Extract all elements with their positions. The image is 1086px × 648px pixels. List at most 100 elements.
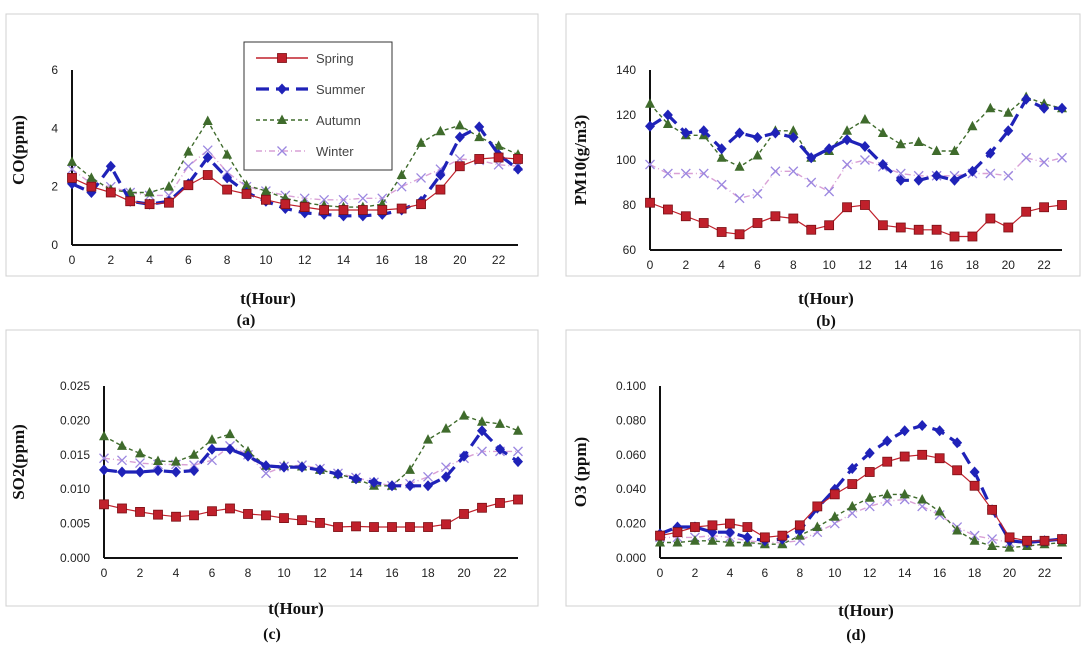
panel-c-x-tick-label: 0 bbox=[101, 566, 108, 580]
panel-c-autumn-point bbox=[459, 410, 469, 420]
panel-a-winter-point bbox=[67, 164, 77, 175]
panel-a-summer-point bbox=[513, 163, 523, 175]
panel-d-autumn-point bbox=[864, 492, 875, 502]
panel-c-label: (c) bbox=[263, 626, 281, 643]
panel-a-summer-point bbox=[435, 169, 446, 181]
panel-a-x-tick-label: 6 bbox=[185, 253, 192, 267]
panel-c-spring-point bbox=[225, 503, 235, 514]
panel-d-autumn-point bbox=[899, 488, 910, 499]
panel-b-winter-point bbox=[645, 159, 655, 170]
panel-a-winter-point bbox=[377, 193, 388, 204]
panel-a-spring-point bbox=[396, 203, 407, 214]
panel-d-spring-point bbox=[899, 451, 910, 462]
panel-a-spring-point bbox=[222, 184, 233, 195]
panel-b-label: (b) bbox=[816, 313, 836, 330]
panel-b-winter-point bbox=[716, 179, 727, 190]
panel-b-spring-point bbox=[913, 224, 924, 235]
panel-d-summer-point bbox=[917, 420, 928, 432]
panel-d-spring-point bbox=[690, 522, 700, 532]
panel-c-y-tick-label: 0.005 bbox=[60, 517, 90, 531]
panel-d-spring-point bbox=[829, 489, 840, 500]
panel-a-summer-point bbox=[202, 152, 213, 163]
panel-b-autumn-point bbox=[859, 114, 870, 124]
panel-d-y-tick-label: 0.040 bbox=[616, 482, 646, 496]
panel-d-winter-point bbox=[987, 534, 998, 545]
panel-d-summer-point bbox=[882, 435, 893, 447]
panel-b-summer-line bbox=[649, 97, 1062, 182]
panel-a-spring-point bbox=[493, 152, 504, 163]
panel-a-winter-point bbox=[338, 194, 349, 205]
legend-item-winter: Winter bbox=[256, 144, 354, 159]
panel-d-x-tick-label: 12 bbox=[863, 566, 877, 580]
panel-b-summer-point bbox=[859, 141, 870, 152]
panel-a-autumn-point bbox=[202, 115, 213, 126]
panel-d-series-spring bbox=[655, 449, 1067, 546]
panel-a-winter-point bbox=[357, 193, 368, 204]
panel-b-summer-point bbox=[1057, 102, 1067, 114]
panel-d-y-tick-label: 0.080 bbox=[616, 413, 646, 427]
panel-b-summer-point bbox=[949, 174, 960, 186]
panel-a-autumn-point bbox=[493, 140, 504, 150]
panel-a-summer-point bbox=[105, 160, 116, 172]
panel-b-summer-point bbox=[824, 143, 835, 155]
panel-c-x-tick-label: 12 bbox=[313, 566, 327, 580]
panel-c-x-tick-label: 10 bbox=[277, 566, 291, 580]
panel-c-x-tick-label: 6 bbox=[209, 566, 216, 580]
panel-c-spring-point bbox=[207, 506, 217, 517]
panel-a-spring-point bbox=[454, 161, 465, 172]
panel-a-spring-point bbox=[125, 196, 136, 207]
panel-c-spring-point bbox=[279, 513, 289, 523]
panel-d-autumn-point bbox=[847, 500, 858, 511]
panel-d-autumn-line bbox=[660, 493, 1063, 549]
panel-b-plot: 60 80 100 120 140 0 2 4 6 8 10 12 14 16 18 20 22 bbox=[616, 63, 1067, 272]
panel-b-spring-point bbox=[949, 231, 960, 242]
panel-b-winter-point bbox=[806, 177, 817, 188]
panel-b-x-tick-label: 18 bbox=[966, 258, 980, 272]
panel-a-autumn-point bbox=[86, 172, 97, 182]
panel-a-autumn-line bbox=[71, 119, 519, 208]
panel-c-spring-point bbox=[153, 509, 163, 520]
panel-b-winter-point bbox=[985, 168, 996, 179]
panel-c-summer-point bbox=[477, 425, 487, 437]
panel-c-summer-point bbox=[153, 465, 163, 477]
panel-c-summer-point bbox=[369, 476, 379, 488]
panel-d-autumn-point bbox=[934, 506, 945, 516]
panel-c-spring-point bbox=[405, 522, 415, 532]
panel-c-spring-point bbox=[495, 498, 505, 508]
panel-a-summer-point bbox=[474, 121, 485, 133]
panel-a-winter-point bbox=[202, 145, 213, 156]
panel-d-x-tick-label: 22 bbox=[1038, 566, 1052, 580]
panel-d-label: (d) bbox=[846, 627, 866, 644]
panel-b-winter-point bbox=[698, 168, 709, 179]
panel-b-summer-point bbox=[895, 174, 906, 186]
panel-a-spring-point bbox=[377, 205, 388, 215]
panel-d-x-tick-label: 8 bbox=[796, 566, 803, 580]
panel-d-ylabel: O3 (ppm) bbox=[571, 437, 590, 507]
panel-c-winter-point bbox=[99, 453, 109, 464]
panel-c-x-tick-label: 18 bbox=[421, 566, 435, 580]
panel-c-autumn-point bbox=[495, 418, 505, 428]
panel-c-summer-point bbox=[225, 443, 235, 455]
panel-d-spring-point bbox=[1004, 532, 1015, 543]
panel-a-spring-point bbox=[144, 199, 155, 210]
panel-a-autumn-point bbox=[183, 146, 194, 156]
panel-b-summer-point bbox=[806, 152, 817, 164]
panel-c-autumn-point bbox=[423, 434, 433, 444]
panel-c-summer-point bbox=[387, 480, 397, 492]
panel-a-x-tick-label: 14 bbox=[337, 253, 351, 267]
panel-a-x-tick-label: 12 bbox=[298, 253, 312, 267]
panel-c-spring-point bbox=[189, 510, 199, 521]
panel-c-summer-point bbox=[423, 480, 433, 492]
panel-b-x-tick-label: 22 bbox=[1037, 258, 1051, 272]
legend-autumn-label: Autumn bbox=[316, 113, 361, 128]
panel-c-summer-point bbox=[99, 464, 109, 476]
panel-b-spring-point bbox=[1057, 200, 1067, 210]
panel-d-x-tick-label: 18 bbox=[968, 566, 982, 580]
panel-b-y-tick-label: 120 bbox=[616, 108, 636, 122]
panel-d-spring-point bbox=[934, 453, 945, 464]
panel-a-y-tick-label: 4 bbox=[51, 121, 58, 135]
panel-a-autumn-point bbox=[241, 179, 252, 190]
legend-spring-marker bbox=[277, 53, 287, 63]
panel-b-spring-point bbox=[1003, 222, 1014, 233]
panel-a-spring-point bbox=[67, 173, 77, 183]
